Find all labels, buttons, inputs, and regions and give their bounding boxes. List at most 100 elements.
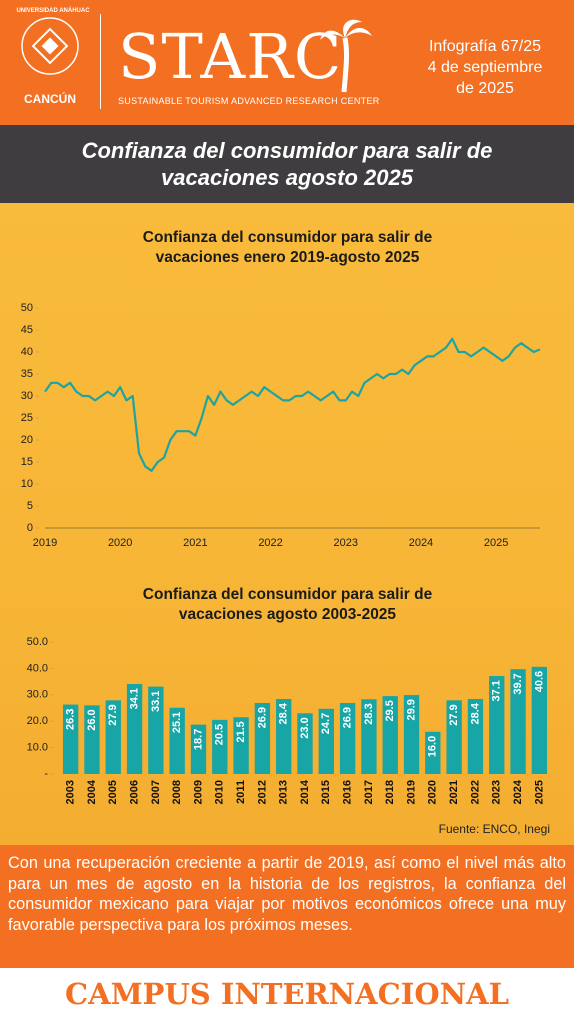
date: de 2025: [456, 80, 514, 97]
x-tick-label: 2019: [33, 537, 57, 549]
chart-title: Confianza del consumidor para salir de v…: [142, 229, 433, 266]
value-label: 28.4: [469, 702, 481, 724]
x-tick-label: 2007: [150, 780, 162, 804]
y-tick-label: 20.0: [27, 715, 48, 727]
issue-info: Infografía 67/25 4 de septiembre de 2025: [405, 36, 565, 99]
university: UNIVERSIDAD ANÁHUAC: [16, 8, 90, 14]
bar: [297, 713, 313, 774]
x-tick-label: 2024: [409, 537, 433, 549]
bar: [169, 707, 185, 774]
x-tick-label: 2010: [214, 780, 226, 804]
logo: [21, 17, 79, 75]
y-tick-label: 40: [21, 346, 33, 358]
x-tick-label: 2021: [183, 537, 207, 549]
x-tick-label: 2018: [384, 780, 396, 804]
y-tick-label: 40.0: [27, 662, 48, 674]
value-label: 25.1: [171, 712, 183, 733]
y-tick-label: 50: [21, 302, 33, 314]
y-tick-label: -: [44, 768, 48, 780]
palm-icon: [320, 19, 372, 93]
bar: [276, 699, 292, 774]
bar: [126, 683, 143, 774]
x-tick-label: 2005: [107, 780, 119, 804]
divider: [100, 14, 101, 109]
campus: CANCÚN: [24, 92, 76, 106]
bar: [254, 702, 271, 774]
x-tick-label: 2025: [533, 780, 545, 804]
x-tick-label: 2012: [256, 780, 268, 804]
value-label: 26.9: [342, 707, 354, 728]
brand: STARC: [118, 20, 343, 93]
bar: [105, 700, 121, 774]
value-label: 21.5: [235, 721, 247, 742]
y-tick-label: 10.0: [27, 742, 48, 754]
value-label: 29.5: [384, 700, 396, 721]
y-tick-label: 5: [27, 500, 33, 512]
y-tick-label: 50.0: [27, 636, 48, 648]
value-label: 27.9: [448, 704, 460, 725]
x-tick-label: 2015: [320, 780, 332, 804]
value-label: 16.0: [427, 736, 439, 757]
bar: [339, 702, 356, 774]
value-label: 33.1: [150, 691, 162, 712]
value-label: 20.5: [214, 724, 226, 745]
x-tick-label: 2020: [108, 537, 132, 549]
value-label: 29.9: [405, 699, 417, 720]
logo-ring: [21, 17, 79, 75]
x-tick-label: 2003: [65, 780, 77, 804]
value-label: 27.9: [107, 704, 119, 725]
issue: Infografía 67/25: [428, 38, 542, 55]
bar: [446, 700, 462, 774]
bar: [318, 708, 334, 774]
value-label: 39.7: [512, 673, 524, 694]
value-label: 26.9: [256, 707, 268, 728]
bar: [510, 669, 526, 774]
bar: [467, 699, 484, 774]
x-tick-label: 2023: [491, 780, 503, 804]
y-tick-label: 25: [21, 412, 33, 424]
y-tick-label: 15: [21, 456, 33, 468]
value-label: 18.7: [192, 729, 204, 750]
bar: [190, 724, 207, 774]
value-label: 40.6: [533, 671, 545, 692]
y-tick-label: 45: [21, 324, 33, 336]
y-tick-label: 10: [21, 478, 33, 490]
x-tick-label: 2024: [512, 779, 524, 804]
x-tick-label: 2011: [235, 780, 247, 804]
x-tick-label: 2006: [128, 780, 140, 804]
bar: [531, 666, 548, 774]
bar: [84, 705, 100, 774]
page-title: Confianza del consumidor para salir de v…: [81, 138, 493, 190]
bar: [361, 699, 377, 774]
date: 4 de septiembre: [427, 59, 543, 76]
x-tick-label: 2008: [171, 780, 183, 804]
value-label: 26.0: [86, 709, 98, 730]
x-tick-label: 2022: [469, 780, 481, 804]
value-label: 28.3: [363, 703, 375, 724]
source: Fuente: ENCO, Inegi: [438, 822, 550, 836]
value-label: 23.0: [299, 717, 311, 738]
summary: Con una recuperación creciente a partir …: [0, 845, 574, 968]
y-tick-label: 35: [21, 368, 33, 380]
bar: [425, 731, 441, 774]
bar: [233, 717, 249, 774]
x-tick-label: 2013: [278, 780, 290, 804]
value-label: 28.4: [278, 702, 290, 724]
value-label: 37.1: [491, 680, 503, 701]
value-label: 26.3: [65, 709, 77, 730]
bar: [489, 676, 505, 774]
x-tick-label: 2022: [258, 537, 282, 549]
x-tick-label: 2019: [405, 780, 417, 804]
footer: CAMPUS INTERNACIONAL: [0, 968, 574, 1024]
x-tick-label: 2023: [334, 537, 358, 549]
x-tick-label: 2017: [363, 780, 375, 804]
x-tick-label: 2016: [342, 780, 354, 804]
x-tick-label: 2004: [86, 779, 98, 804]
header: UNIVERSIDAD ANÁHUAC CANCÚN STARC SUSTAIN…: [0, 0, 574, 125]
x-tick-label: 2021: [448, 780, 460, 804]
bar: [382, 696, 398, 774]
x-tick-label: 2025: [484, 537, 508, 549]
bar: [403, 695, 420, 774]
